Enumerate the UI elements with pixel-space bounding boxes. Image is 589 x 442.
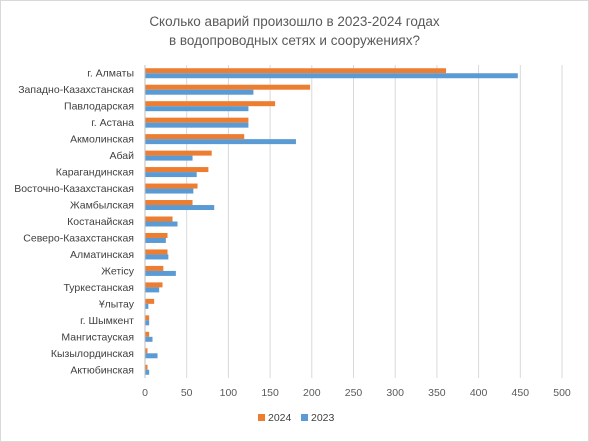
bar-2024 (145, 117, 249, 123)
bar-2024 (145, 216, 173, 222)
legend-swatch-2023 (301, 414, 308, 421)
bar-2024 (145, 315, 150, 321)
bar-2024 (145, 331, 150, 337)
legend-swatch-2024 (258, 414, 265, 421)
category-label: Мангистауская (61, 331, 134, 343)
chart-title: Сколько аварий произошло в 2023-2024 год… (0, 12, 589, 50)
bar-2024 (145, 249, 168, 255)
bar-2023 (145, 369, 150, 375)
bar-2024 (145, 282, 163, 288)
x-tick-label: 150 (261, 387, 279, 399)
category-label: Северо-Казахстанская (23, 232, 134, 244)
bar-2023 (145, 89, 254, 95)
bar-2024 (145, 167, 209, 173)
category-label: Актюбинская (70, 364, 134, 376)
category-label: Восточно-Казахстанская (14, 183, 134, 195)
bar-2024 (145, 364, 148, 370)
legend-label-2024: 2024 (268, 412, 292, 424)
category-label: г. Шымкент (80, 315, 134, 327)
category-label: Акмолинская (70, 134, 134, 146)
category-label: Жетісу (101, 265, 134, 277)
bar-2023 (145, 270, 176, 276)
category-label: Костанайская (67, 216, 134, 228)
x-tick-label: 350 (428, 387, 446, 399)
x-tick-label: 400 (470, 387, 488, 399)
bar-2024 (145, 101, 276, 107)
bar-2024 (145, 150, 212, 156)
chart-title-line-1: Сколько аварий произошло в 2023-2024 год… (149, 14, 440, 29)
category-label: Ұлытау (99, 298, 135, 310)
x-tick-label: 300 (386, 387, 404, 399)
bar-2024 (145, 200, 193, 206)
bar-2024 (145, 84, 311, 90)
bar-2023 (145, 188, 194, 194)
bar-2023 (145, 237, 166, 243)
category-label: г. Астана (91, 117, 134, 129)
category-label: Западно-Казахстанская (18, 84, 134, 96)
category-label: Павлодарская (64, 101, 134, 113)
x-tick-label: 100 (220, 387, 238, 399)
bar-2023 (145, 205, 215, 211)
bar-2023 (145, 254, 169, 260)
bar-2023 (145, 106, 249, 112)
category-label: Алматинская (70, 249, 134, 261)
bar-2024 (145, 298, 155, 304)
bar-2023 (145, 139, 296, 145)
bar-2023 (145, 155, 193, 161)
bar-2023 (145, 172, 197, 178)
category-label: Абай (110, 150, 135, 162)
category-label: г. Алматы (87, 68, 134, 80)
x-tick-label: 450 (512, 387, 530, 399)
bar-2024 (145, 68, 447, 74)
bar-2024 (145, 265, 164, 271)
x-tick-label: 250 (345, 387, 363, 399)
x-tick-label: 200 (303, 387, 321, 399)
bar-2024 (145, 183, 198, 189)
bar-2024 (145, 134, 245, 140)
bar-2024 (145, 348, 148, 354)
bar-2023 (145, 122, 249, 128)
chart-title-line-2: в водопроводных сетях и сооружениях? (168, 33, 420, 48)
bar-2024 (145, 232, 168, 238)
category-label: Кызылординская (51, 348, 134, 360)
category-label: Туркестанская (63, 282, 134, 294)
bar-2023 (145, 353, 158, 359)
x-tick-label: 0 (142, 387, 148, 399)
x-tick-label: 500 (553, 387, 571, 399)
x-tick-label: 50 (181, 387, 193, 399)
bar-2023 (145, 221, 178, 227)
category-label: Жамбылская (70, 200, 134, 212)
bar-2023 (145, 287, 160, 293)
bar-2023 (145, 73, 518, 79)
bar-2023 (145, 320, 150, 326)
bar-2023 (145, 336, 153, 342)
category-label: Карагандинская (56, 167, 134, 179)
bar-2023 (145, 303, 149, 309)
legend-label-2023: 2023 (311, 412, 335, 424)
